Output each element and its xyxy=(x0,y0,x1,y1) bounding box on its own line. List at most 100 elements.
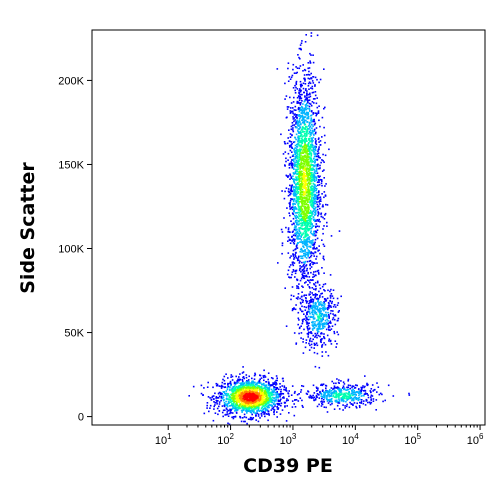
event-dot xyxy=(266,405,268,407)
event-dot xyxy=(270,377,273,379)
event-dot xyxy=(251,388,253,391)
event-dot xyxy=(312,239,314,241)
event-dot xyxy=(319,328,322,330)
event-dot xyxy=(293,332,296,334)
event-dot xyxy=(319,325,321,327)
event-dot xyxy=(306,90,308,92)
event-dot xyxy=(318,201,320,203)
event-dot xyxy=(323,225,325,227)
event-dot xyxy=(301,129,303,131)
event-dot xyxy=(321,402,323,405)
event-dot xyxy=(327,305,330,307)
event-dot xyxy=(301,174,304,177)
event-dot xyxy=(251,380,253,383)
event-dot xyxy=(309,133,312,136)
event-dot xyxy=(311,202,313,205)
event-dot xyxy=(359,401,361,404)
event-dot xyxy=(264,396,266,399)
event-dot xyxy=(318,137,320,139)
event-dot xyxy=(294,406,297,408)
event-dot xyxy=(336,319,339,322)
event-dot xyxy=(307,306,310,308)
event-dot xyxy=(323,126,325,129)
event-dot xyxy=(296,228,298,231)
event-dot xyxy=(310,114,312,117)
event-dot xyxy=(278,400,280,402)
event-dot xyxy=(328,391,330,394)
event-dot xyxy=(322,204,324,206)
event-dot xyxy=(286,273,289,276)
event-dot xyxy=(331,402,333,405)
event-dot xyxy=(370,396,372,398)
event-dot xyxy=(311,91,314,94)
event-dot xyxy=(362,390,365,392)
event-dot xyxy=(294,137,297,139)
event-dot xyxy=(251,377,253,380)
event-dot xyxy=(309,305,312,308)
event-dot xyxy=(248,399,250,401)
event-dot xyxy=(299,139,301,142)
event-dot xyxy=(350,396,353,399)
event-dot xyxy=(340,397,343,399)
event-dot xyxy=(301,180,304,183)
event-dot xyxy=(304,199,307,202)
event-dot xyxy=(244,400,247,402)
event-dot xyxy=(267,410,270,413)
event-dot xyxy=(308,140,311,142)
event-dot xyxy=(269,384,272,387)
event-dot xyxy=(303,294,306,296)
event-dot xyxy=(251,393,253,395)
event-dot xyxy=(317,150,319,153)
event-dot xyxy=(259,382,262,384)
event-dot xyxy=(308,276,311,278)
event-dot xyxy=(343,388,346,391)
event-dot xyxy=(259,378,261,380)
event-dot xyxy=(306,196,308,198)
event-dot xyxy=(321,319,323,321)
event-dot xyxy=(319,175,321,178)
event-dot xyxy=(277,262,279,264)
event-dot xyxy=(310,230,312,232)
event-dot xyxy=(267,381,270,383)
event-dot xyxy=(293,214,296,217)
event-dot xyxy=(292,204,294,206)
event-dot xyxy=(344,407,346,409)
event-dot xyxy=(310,186,312,188)
event-dot xyxy=(336,386,339,388)
event-dot xyxy=(318,146,320,148)
event-dot xyxy=(295,207,297,209)
event-dot xyxy=(309,52,311,55)
event-dot xyxy=(246,384,248,387)
event-dot xyxy=(295,228,297,231)
event-dot xyxy=(305,300,308,303)
event-dot xyxy=(276,411,278,413)
event-dot xyxy=(252,383,255,386)
event-dot xyxy=(308,198,311,201)
event-dot xyxy=(326,297,329,300)
event-dot xyxy=(257,415,260,417)
event-dot xyxy=(310,332,313,335)
event-dot xyxy=(298,141,300,144)
event-dot xyxy=(314,323,316,325)
event-dot xyxy=(319,307,321,310)
event-dot xyxy=(329,389,331,391)
event-dot xyxy=(288,238,291,241)
event-dot xyxy=(323,258,325,261)
event-dot xyxy=(300,266,303,268)
event-dot xyxy=(265,409,267,411)
event-dot xyxy=(231,404,233,407)
event-dot xyxy=(277,403,279,406)
event-dot xyxy=(323,218,326,220)
event-dot xyxy=(334,314,337,316)
event-dot xyxy=(321,184,323,187)
event-dot xyxy=(238,379,240,382)
event-dot xyxy=(301,257,304,260)
event-dot xyxy=(298,117,301,120)
event-dot xyxy=(308,302,310,305)
event-dot xyxy=(309,82,312,85)
event-dot xyxy=(300,140,303,142)
event-dot xyxy=(328,325,330,327)
event-dot xyxy=(267,384,270,386)
event-dot xyxy=(294,255,297,258)
event-dot xyxy=(309,160,312,163)
